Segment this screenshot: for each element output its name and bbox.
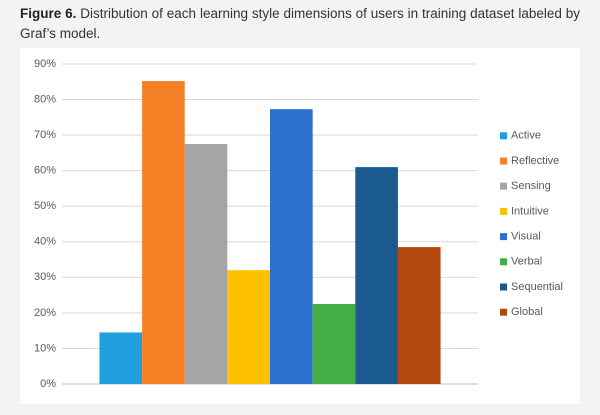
legend-swatch — [500, 283, 507, 291]
legend-label: Sequential — [511, 281, 563, 293]
legend-swatch — [500, 132, 507, 140]
legend-swatch — [500, 157, 507, 165]
legend-label: Active — [511, 130, 541, 142]
legend-label: Intuitive — [511, 205, 549, 217]
legend-swatch — [500, 308, 507, 316]
y-tick-label: 60% — [34, 165, 56, 177]
legend-label: Global — [511, 306, 543, 318]
y-tick-label: 30% — [34, 271, 56, 283]
y-tick-label: 0% — [40, 378, 56, 390]
chart-title: Distribution of each learning style dime… — [20, 6, 580, 41]
y-tick-label: 10% — [34, 342, 56, 354]
y-tick-label: 40% — [34, 236, 56, 248]
bar — [397, 247, 441, 384]
legend-swatch — [500, 182, 507, 190]
bar — [184, 144, 228, 384]
legend-swatch — [500, 207, 507, 215]
y-tick-label: 70% — [34, 129, 56, 141]
legend-swatch — [500, 258, 507, 266]
legend-label: Reflective — [511, 155, 559, 167]
bar — [270, 109, 313, 385]
legend-label: Sensing — [511, 180, 551, 192]
bar — [227, 270, 270, 384]
legend-label: Visual — [511, 231, 541, 243]
y-tick-label: 90% — [34, 58, 56, 70]
bar — [355, 167, 398, 384]
figure-label: Figure 6. — [20, 6, 77, 21]
bar — [99, 332, 143, 384]
legend-label: Verbal — [511, 256, 542, 268]
caption: Figure 6. Distribution of each learning … — [20, 4, 580, 44]
bar — [142, 81, 185, 385]
y-tick-label: 80% — [34, 93, 56, 105]
y-tick-label: 50% — [34, 200, 56, 212]
bar — [312, 304, 356, 384]
legend-swatch — [500, 233, 507, 241]
y-tick-label: 20% — [34, 307, 56, 319]
